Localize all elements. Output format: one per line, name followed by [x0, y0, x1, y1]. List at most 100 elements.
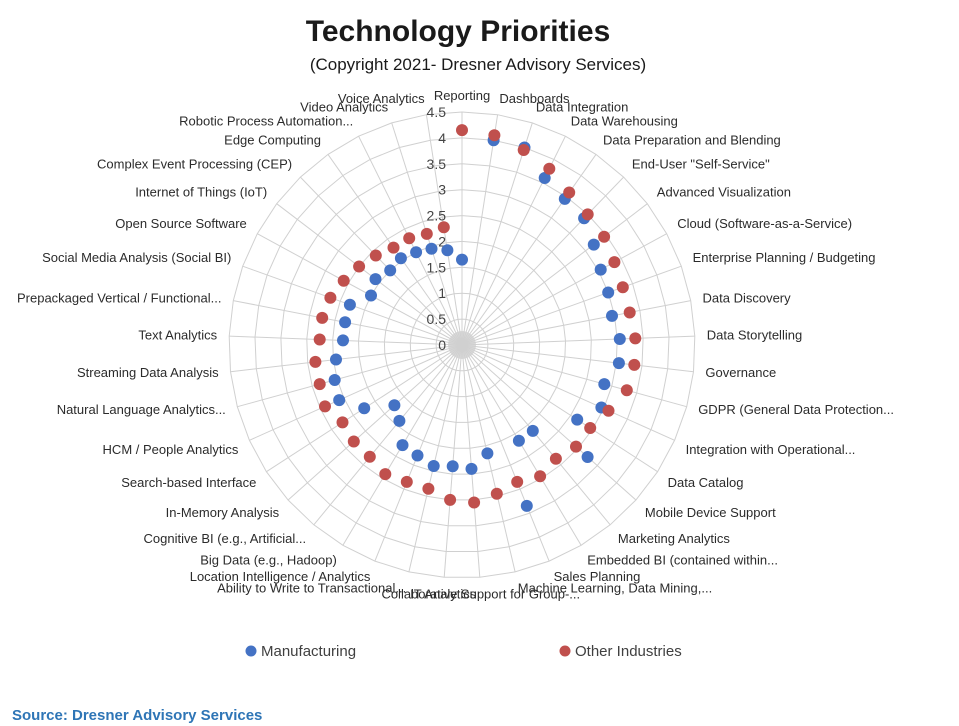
- legend-marker-other-industries: [559, 645, 571, 657]
- data-point: [594, 263, 607, 276]
- category-label: Sales Planning: [554, 569, 641, 584]
- data-point: [549, 452, 562, 465]
- data-point: [465, 462, 478, 475]
- category-label: Voice Analytics: [338, 91, 425, 106]
- category-label: Text Analytics: [138, 328, 217, 343]
- radial-tick-labels: 0 0.5 1 1.5 2 2.5 3 3.5 4 4.5: [427, 104, 447, 353]
- category-label: Social Media Analysis (Social BI): [42, 250, 231, 265]
- radial-tick-label: 4.5: [427, 104, 447, 120]
- category-label: Prepackaged Vertical / Functional...: [17, 290, 222, 305]
- data-point: [602, 286, 615, 299]
- grid-spoke: [237, 344, 463, 408]
- grid-spoke: [257, 233, 463, 346]
- category-label: Robotic Process Automation...: [179, 113, 353, 128]
- grid-spoke: [230, 344, 463, 373]
- grid-ring: [435, 318, 489, 372]
- grid-spoke: [461, 300, 691, 346]
- category-label: IT Analytics: [410, 586, 477, 601]
- data-point: [358, 402, 371, 415]
- category-label: Big Data (e.g., Hadoop): [200, 553, 337, 568]
- category-label: End-User "Self-Service": [632, 157, 770, 172]
- chart-subtitle: (Copyright 2021- Dresner Advisory Servic…: [310, 55, 646, 74]
- category-label: Marketing Analytics: [618, 531, 730, 546]
- source-note: Source: Dresner Advisory Services: [12, 707, 263, 724]
- data-point: [612, 357, 625, 370]
- data-point: [613, 333, 626, 345]
- data-point: [456, 253, 468, 266]
- data-point: [384, 264, 397, 277]
- category-label: Cloud (Software-as-a-Service): [677, 216, 852, 231]
- data-point: [403, 232, 416, 245]
- data-point: [422, 482, 435, 495]
- grid-ring: [332, 215, 592, 475]
- data-point: [437, 221, 450, 234]
- data-point: [584, 422, 597, 434]
- radar-spokes: [229, 112, 695, 578]
- grid-ring: [280, 163, 644, 527]
- data-point: [394, 252, 407, 265]
- radial-tick-label: 2.5: [427, 208, 447, 224]
- data-point: [427, 460, 440, 472]
- category-label: Natural Language Analytics...: [57, 402, 226, 417]
- category-label: Data Preparation and Blending: [603, 133, 781, 148]
- legend-label-manufacturing: Manufacturing: [261, 643, 356, 660]
- category-label: HCM / People Analytics: [103, 442, 239, 457]
- grid-spoke: [408, 344, 463, 573]
- data-point: [324, 291, 337, 304]
- data-point: [363, 450, 376, 463]
- grid-ring: [228, 111, 696, 578]
- data-point: [526, 424, 539, 437]
- data-point: [420, 227, 433, 240]
- data-point: [587, 238, 600, 251]
- data-point: [410, 246, 423, 259]
- grid-spoke: [313, 344, 463, 526]
- grid-spoke: [461, 344, 481, 578]
- legend-marker-manufacturing: [245, 645, 257, 657]
- data-point: [517, 144, 530, 156]
- data-point: [347, 435, 360, 448]
- grid-spoke: [249, 344, 463, 441]
- data-point: [319, 400, 331, 413]
- data-point: [353, 260, 366, 273]
- category-label: Video Analytics: [300, 99, 388, 114]
- category-label: Streaming Data Analysis: [77, 365, 219, 380]
- data-point: [570, 440, 582, 453]
- category-label: Search-based Interface: [121, 475, 256, 490]
- data-point: [388, 399, 401, 412]
- grid-spoke: [461, 154, 597, 346]
- data-point: [369, 273, 382, 286]
- category-label: Cognitive BI (e.g., Artificial...: [144, 531, 307, 546]
- grid-spoke: [461, 335, 695, 346]
- radial-tick-label: 3.5: [427, 156, 447, 172]
- radial-tick-label: 1.5: [427, 259, 447, 275]
- grid-spoke: [461, 114, 499, 346]
- data-point: [620, 384, 633, 397]
- category-label: Advanced Visualization: [657, 185, 791, 200]
- data-point: [330, 353, 342, 366]
- data-point: [629, 332, 642, 345]
- data-point: [490, 487, 503, 500]
- grid-spoke: [461, 344, 637, 501]
- category-label: Complex Event Processing (CEP): [97, 157, 292, 172]
- legend-label-other-industries: Other Industries: [575, 643, 682, 660]
- grid-spoke: [461, 344, 694, 373]
- data-point: [488, 129, 501, 142]
- grid-spoke: [461, 344, 687, 408]
- data-point: [563, 186, 576, 199]
- category-label: Internet of Things (IoT): [135, 185, 267, 200]
- category-label: Data Warehousing: [571, 113, 678, 128]
- series-other-industries: [309, 124, 642, 509]
- radial-tick-label: 0: [438, 337, 446, 353]
- category-label: Embedded BI (contained within...: [587, 553, 778, 568]
- data-point: [337, 334, 349, 347]
- data-point: [309, 355, 322, 368]
- category-label: Reporting: [434, 88, 490, 103]
- data-point: [396, 439, 409, 452]
- category-label: Mobile Device Support: [645, 505, 776, 520]
- data-point: [481, 447, 494, 460]
- category-label: Governance: [705, 365, 776, 380]
- data-point: [369, 249, 382, 262]
- data-point: [598, 378, 611, 391]
